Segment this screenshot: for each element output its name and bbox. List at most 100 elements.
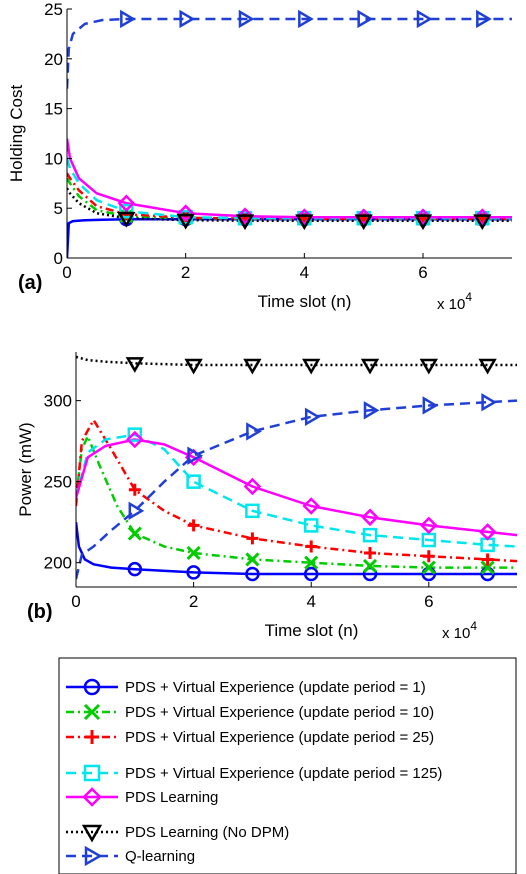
panel-a-series-6-marker	[176, 213, 195, 230]
panel-b-series-1-marker	[186, 565, 201, 580]
panel-a-series-4-marker	[119, 203, 134, 219]
panel-b-series-2-marker	[421, 560, 436, 575]
legend-marker-5	[82, 787, 102, 807]
panel-b-x-tick-label: 0	[71, 592, 80, 611]
panel-a-y-tick-label: 20	[44, 50, 63, 69]
panel-a-x-tick-label: 6	[418, 263, 427, 282]
legend-marker-4	[83, 764, 101, 782]
panel-a-series-7-marker	[476, 9, 492, 29]
panel-a-series-7-marker	[357, 9, 374, 29]
panel-b-x-multiplier: x 104	[442, 619, 477, 642]
panel-b-series-6-marker	[125, 357, 144, 373]
legend-label-3: PDS + Virtual Experience (update period …	[125, 729, 434, 746]
panel-a-y-tick-label: 0	[54, 249, 63, 268]
legend: PDS + Virtual Experience (update period …	[58, 657, 517, 874]
panel-b-series-line-7	[76, 399, 517, 580]
panel-b-series-7-marker	[363, 401, 380, 420]
panel-b-series-5-marker	[478, 523, 497, 541]
legend-label-5: PDS Learning	[125, 789, 218, 806]
panel-b-series-6-marker	[360, 358, 380, 375]
panel-b-series-4-marker	[245, 503, 260, 519]
panel-a-x-tick-label: 2	[181, 263, 190, 282]
panel-b-series-5-marker	[126, 430, 144, 449]
panel-b-series-2-marker	[304, 555, 319, 570]
panel-b-series-3-marker	[422, 550, 435, 563]
panel-b-series-1-marker	[303, 566, 319, 582]
panel-b-series-4-marker	[127, 427, 143, 442]
panel-b-x-tick-label: 2	[189, 592, 198, 611]
panel-a-series-5-marker	[236, 207, 254, 225]
panel-b-series-1-marker	[127, 561, 143, 577]
panel-b-series-7-marker	[128, 501, 145, 521]
panel-a-series-6-marker	[235, 214, 255, 231]
panel-b-series-3-marker	[305, 540, 318, 553]
panel-b-series-1-marker	[245, 566, 260, 582]
panel-a-series-7-marker	[120, 9, 136, 29]
panel-b-series-7-marker	[422, 396, 439, 415]
panel-b-series-line-2	[76, 435, 517, 569]
panel-b-series-5-marker	[243, 477, 262, 496]
panel-b-y-tick-label: 300	[44, 392, 72, 411]
panel-b-series-line-1	[76, 522, 517, 576]
panel-b-series-6-marker	[478, 358, 497, 375]
panel-a-y-tick-label: 15	[44, 100, 63, 119]
panel-b-series-2-marker	[186, 545, 201, 561]
panel-b-x-tick-label: 6	[424, 592, 433, 611]
panel-a-x-axis-label: Time slot (n)	[258, 292, 352, 311]
panel-a-y-tick-label: 10	[44, 149, 63, 168]
panel-b-series-6-marker	[184, 358, 203, 375]
panel-b-series-3-marker	[187, 519, 200, 532]
panel-a-series-7-marker	[179, 9, 196, 29]
panel-a-series-line-7	[67, 17, 512, 89]
panel-b-series-7-marker	[187, 446, 204, 465]
panel-b-plot-area	[76, 355, 517, 582]
panel-b-series-2-marker	[127, 526, 142, 541]
panel-b-series-2-marker	[480, 560, 495, 575]
panel-b-series-line-4	[76, 433, 517, 548]
panel-b-series-2-marker	[362, 558, 378, 573]
panel-b-y-tick-label: 250	[44, 473, 72, 492]
panel-a-series-5-marker	[176, 204, 195, 222]
panel-a-series-6-marker	[473, 214, 492, 231]
panel-a-series-line-4	[67, 158, 512, 220]
panel-b-series-3-marker	[128, 483, 141, 496]
panel-a-series-7-marker	[298, 9, 314, 29]
panel-b-series-4-marker	[186, 474, 201, 489]
panel-b-series-7-marker	[304, 407, 321, 427]
panel-b-series-5-marker	[420, 516, 438, 535]
panel-a-series-6-marker	[354, 214, 373, 231]
panel-a-series-7-marker	[238, 9, 255, 29]
panel-a-series-line-1	[67, 217, 512, 258]
legend-marker-1	[83, 678, 101, 696]
panel-a-series-7-marker	[416, 9, 433, 29]
panel-b-series-3-marker	[246, 532, 259, 545]
panel-a-series-6-marker	[413, 214, 433, 231]
panel-a-series-5-marker	[117, 194, 136, 212]
panel-b-series-7-marker	[481, 393, 498, 412]
panel-a-y-axis-label: Holding Cost	[7, 85, 26, 183]
panel-b-series-2-marker	[245, 552, 260, 567]
panel-b-x-tick-label: 4	[306, 592, 315, 611]
panel-a-plot-area	[67, 9, 512, 258]
legend-marker-3	[85, 730, 99, 744]
panel-b-y-axis-label: Power (mW)	[16, 422, 35, 516]
panel-a-holding-cost: 0 2 4 6 0 5 10 15 20 25 Time slot (n) Holding Cost x…	[7, 0, 512, 313]
legend-box	[58, 657, 517, 874]
panel-a-series-6-marker	[295, 214, 314, 231]
legend-label-7: Q-learning	[125, 848, 195, 865]
legend-label-4: PDS + Virtual Experience (update period …	[125, 765, 442, 782]
panel-b-series-4-marker	[362, 527, 378, 543]
legend-label-1: PDS + Virtual Experience (update period …	[125, 679, 426, 696]
legend-marker-6	[81, 824, 103, 843]
panel-b-label: (b)	[27, 601, 53, 623]
panel-b-series-3-marker	[364, 546, 376, 559]
legend-marker-2	[83, 703, 101, 721]
panel-a-series-line-6	[67, 187, 512, 222]
panel-a-y-tick-label: 5	[54, 199, 63, 218]
panel-b-series-5-marker	[302, 497, 320, 515]
panel-b-series-4-marker	[303, 518, 319, 533]
panel-a-label: (a)	[18, 272, 42, 294]
panel-b-series-3-marker	[481, 553, 494, 566]
panel-a-x-tick-label: 4	[300, 263, 309, 282]
legend-label-6: PDS Learning (No DPM)	[125, 824, 289, 841]
